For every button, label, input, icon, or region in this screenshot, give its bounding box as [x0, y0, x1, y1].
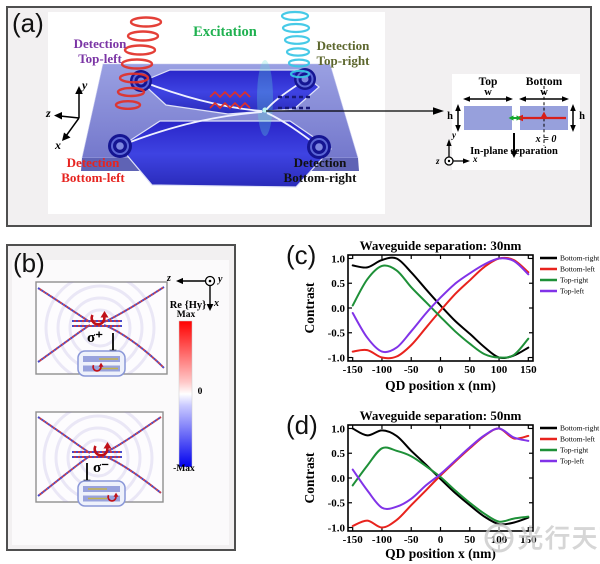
axis-b-z-label: z: [167, 273, 171, 284]
inset-axis-z-label: z: [436, 156, 440, 166]
y-tick-label: -1.0: [328, 522, 346, 534]
legend-label: Top-right: [560, 276, 589, 285]
x-tick-label: -50: [404, 534, 419, 546]
x-tick-label: 150: [520, 534, 537, 546]
inset-w-right-label: w: [540, 87, 548, 98]
panel-c-letter: (c): [286, 240, 317, 270]
inset-axis-y-label: y: [452, 130, 456, 140]
watermark: 光行天下: [478, 515, 600, 560]
sigma-plus-label: σ⁺: [86, 330, 104, 346]
legend-label: Bottom-right: [560, 424, 600, 433]
chart-50nm: Waveguide separation: 50nm -150 -100 -50 0 50…: [302, 408, 600, 561]
series-top-right: [351, 446, 530, 523]
series-top-right: [351, 264, 530, 359]
inset-x-zero-label: x = 0: [535, 134, 557, 145]
inset-h-right-label: h: [579, 111, 585, 122]
x-tick-label: 50: [464, 364, 476, 376]
inset-w-left-label: w: [484, 87, 492, 98]
inset-h-left-label: h: [447, 111, 453, 122]
y-tick-label: -1.0: [328, 352, 346, 364]
legend-label: Top-right: [560, 446, 589, 455]
chart-title: Waveguide separation: 30nm: [360, 238, 522, 253]
panel-b-letter: (b): [13, 248, 45, 278]
x-tick-label: -100: [372, 364, 393, 376]
x-tick-label: -50: [404, 364, 419, 376]
colorbar-min-label: -Max: [173, 464, 195, 474]
chart-30nm: Waveguide separation: 30nm -150 -100 -50 0 50…: [302, 238, 600, 393]
x-tick-label: -150: [343, 364, 364, 376]
axis-b-y-label: y: [218, 274, 223, 285]
legend-label: Bottom-left: [560, 265, 596, 274]
y-tick-label: 0.5: [331, 278, 345, 290]
x-tick-label: 100: [491, 364, 508, 376]
panel-d-letter: (d): [286, 410, 318, 440]
y-tick-label: 0.5: [331, 448, 345, 460]
x-tick-label: 0: [438, 534, 444, 546]
axis-a-z-label: z: [46, 106, 51, 120]
axis-a-x-label: x: [55, 138, 61, 152]
detection-bottom-right-label: Detection Bottom-right: [283, 155, 357, 186]
legend-label: Top-left: [560, 457, 585, 466]
sigma-minus-label: σ⁻: [92, 460, 110, 476]
panel-a-letter: (a): [12, 8, 44, 38]
y-tick-label: 1.0: [331, 423, 345, 435]
x-tick-label: 50: [464, 534, 476, 546]
colorbar-zero-label: 0: [197, 387, 203, 397]
x-axis-label: QD position x (nm): [385, 378, 496, 393]
watermark-text: 光行天下: [518, 526, 600, 553]
y-tick-label: 0.0: [331, 473, 345, 485]
legend-label: Bottom-right: [560, 254, 600, 263]
detection-bottom-left-label: Detection Bottom-left: [61, 155, 125, 186]
axis-a-y-label: y: [82, 78, 88, 92]
detection-top-left-label: Detection Top-left: [73, 36, 127, 67]
colorbar-max-label: Max: [176, 310, 196, 320]
x-tick-label: -150: [343, 534, 364, 546]
y-axis-label: Contrast: [302, 452, 317, 503]
chart-title: Waveguide separation: 50nm: [360, 408, 522, 423]
y-tick-label: 1.0: [331, 253, 345, 265]
y-axis-label: Contrast: [302, 282, 317, 333]
legend-label: Top-left: [560, 287, 585, 296]
x-tick-label: 150: [520, 364, 537, 376]
x-axis-label: QD position x (nm): [385, 546, 496, 561]
series-top-left: [351, 427, 530, 510]
y-tick-label: -0.5: [328, 498, 346, 510]
series-top-left: [351, 257, 530, 354]
x-tick-label: 0: [438, 364, 444, 376]
series-bottom-left: [351, 256, 530, 360]
axis-b-x-label: x: [214, 298, 219, 309]
inset-axis-x-label: x: [473, 154, 478, 164]
watermark-logo-icon: [484, 523, 514, 553]
x-tick-label: -100: [372, 534, 393, 546]
y-tick-label: -0.5: [328, 328, 346, 340]
series-bottom-right: [351, 256, 530, 360]
detection-top-right-label: Detection Top-right: [316, 38, 370, 69]
y-tick-label: 0.0: [331, 303, 345, 315]
legend-label: Bottom-left: [560, 435, 596, 444]
excitation-label: Excitation: [193, 24, 257, 40]
